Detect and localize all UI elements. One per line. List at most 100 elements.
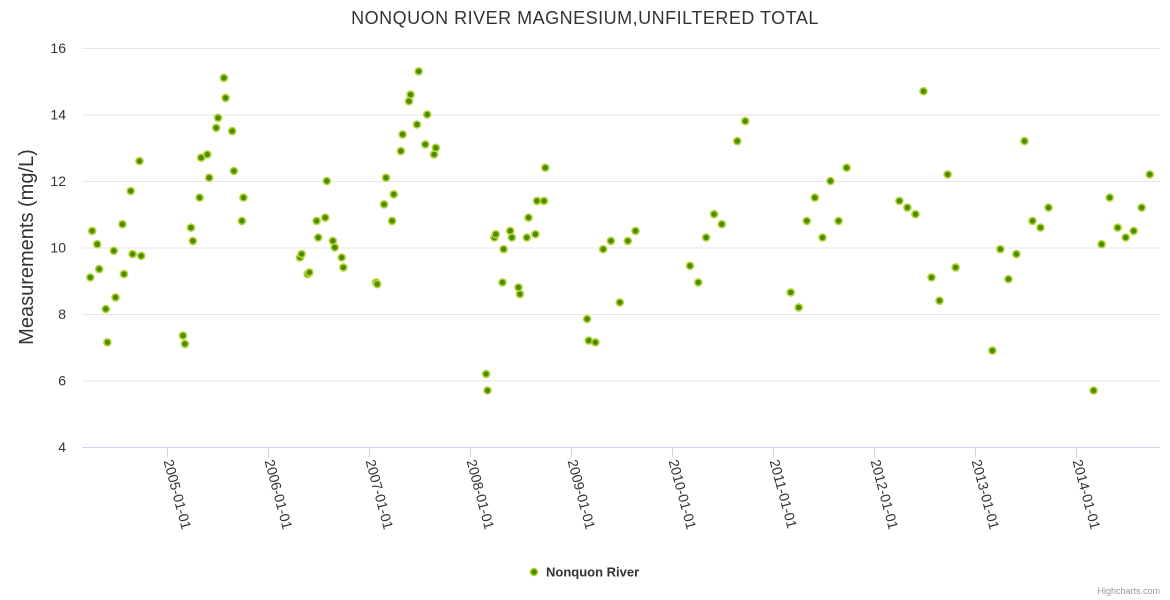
data-point[interactable]: [431, 143, 441, 153]
legend-item-nonquon-river[interactable]: Nonquon River: [546, 565, 639, 580]
data-point[interactable]: [128, 249, 137, 259]
data-point[interactable]: [229, 166, 239, 176]
data-point[interactable]: [412, 120, 422, 129]
data-point[interactable]: [221, 93, 230, 103]
data-point[interactable]: [320, 213, 330, 222]
data-point[interactable]: [227, 126, 237, 136]
data-point[interactable]: [305, 268, 314, 277]
data-point[interactable]: [524, 213, 533, 222]
data-point[interactable]: [582, 314, 592, 324]
data-point[interactable]: [1089, 386, 1098, 395]
data-point[interactable]: [540, 163, 550, 172]
data-point[interactable]: [219, 73, 229, 83]
data-point[interactable]: [1145, 170, 1155, 179]
data-point[interactable]: [126, 186, 135, 196]
data-point[interactable]: [422, 110, 432, 119]
data-point[interactable]: [481, 369, 491, 379]
data-point[interactable]: [499, 244, 508, 254]
data-point[interactable]: [507, 233, 517, 242]
data-point[interactable]: [195, 193, 204, 202]
data-point[interactable]: [379, 200, 389, 209]
data-point[interactable]: [786, 288, 796, 297]
data-point[interactable]: [103, 337, 112, 347]
data-point[interactable]: [178, 331, 188, 340]
data-point[interactable]: [943, 170, 952, 179]
data-point[interactable]: [842, 163, 851, 172]
data-point[interactable]: [498, 278, 507, 287]
data-point[interactable]: [337, 253, 347, 262]
data-point[interactable]: [237, 216, 247, 226]
data-point[interactable]: [86, 273, 95, 282]
data-point[interactable]: [911, 209, 920, 219]
data-point[interactable]: [1105, 193, 1114, 202]
data-point[interactable]: [389, 190, 399, 199]
data-point[interactable]: [420, 140, 430, 149]
data-point[interactable]: [818, 233, 827, 242]
data-point[interactable]: [118, 219, 127, 229]
data-point[interactable]: [381, 173, 391, 182]
data-point[interactable]: [414, 67, 424, 76]
data-point[interactable]: [834, 216, 843, 226]
data-point[interactable]: [313, 233, 323, 242]
data-point[interactable]: [239, 193, 248, 202]
data-point[interactable]: [111, 293, 120, 302]
data-point[interactable]: [372, 279, 382, 289]
data-point[interactable]: [483, 386, 492, 395]
data-point[interactable]: [522, 233, 532, 242]
data-point[interactable]: [717, 219, 727, 229]
data-point[interactable]: [119, 269, 129, 279]
data-point[interactable]: [188, 236, 198, 246]
data-point[interactable]: [903, 203, 912, 212]
data-point[interactable]: [322, 176, 332, 186]
data-point[interactable]: [740, 116, 750, 126]
data-point[interactable]: [810, 193, 820, 202]
data-point[interactable]: [109, 246, 119, 256]
data-point[interactable]: [606, 236, 616, 246]
credits-link[interactable]: Highcharts.com: [1097, 586, 1160, 596]
data-point[interactable]: [1020, 136, 1029, 146]
data-point[interactable]: [631, 226, 640, 236]
data-point[interactable]: [802, 216, 812, 226]
data-point[interactable]: [180, 339, 190, 349]
data-point[interactable]: [514, 283, 523, 292]
data-point[interactable]: [406, 90, 415, 99]
data-point[interactable]: [204, 173, 214, 182]
data-point[interactable]: [927, 273, 936, 282]
data-point[interactable]: [339, 263, 348, 272]
data-point[interactable]: [693, 278, 703, 287]
data-point[interactable]: [623, 236, 633, 246]
data-point[interactable]: [988, 346, 997, 355]
data-point[interactable]: [1129, 226, 1138, 236]
data-point[interactable]: [312, 216, 321, 226]
data-point[interactable]: [87, 226, 97, 236]
data-point[interactable]: [94, 264, 104, 274]
data-point[interactable]: [1036, 223, 1045, 232]
data-point[interactable]: [92, 239, 102, 249]
data-point[interactable]: [531, 229, 540, 239]
data-point[interactable]: [515, 289, 525, 299]
data-point[interactable]: [709, 209, 719, 219]
data-point[interactable]: [951, 263, 960, 272]
legend[interactable]: Nonquon River: [529, 565, 640, 580]
data-point[interactable]: [895, 196, 904, 206]
data-point[interactable]: [1028, 216, 1037, 226]
data-point[interactable]: [136, 251, 146, 261]
data-point[interactable]: [213, 113, 223, 123]
data-point[interactable]: [1044, 203, 1053, 212]
data-point[interactable]: [701, 233, 711, 242]
data-point[interactable]: [186, 223, 196, 232]
data-point[interactable]: [826, 176, 835, 186]
data-point[interactable]: [732, 136, 742, 146]
data-point[interactable]: [598, 244, 608, 254]
data-point[interactable]: [330, 243, 340, 252]
data-point[interactable]: [396, 146, 406, 156]
data-point[interactable]: [615, 298, 625, 307]
data-point[interactable]: [935, 296, 944, 306]
data-point[interactable]: [491, 229, 501, 239]
data-point[interactable]: [1004, 274, 1013, 284]
data-point[interactable]: [1121, 233, 1130, 242]
data-point[interactable]: [1137, 203, 1146, 212]
data-point[interactable]: [211, 123, 221, 133]
data-point[interactable]: [1012, 249, 1021, 259]
data-point[interactable]: [101, 304, 111, 314]
